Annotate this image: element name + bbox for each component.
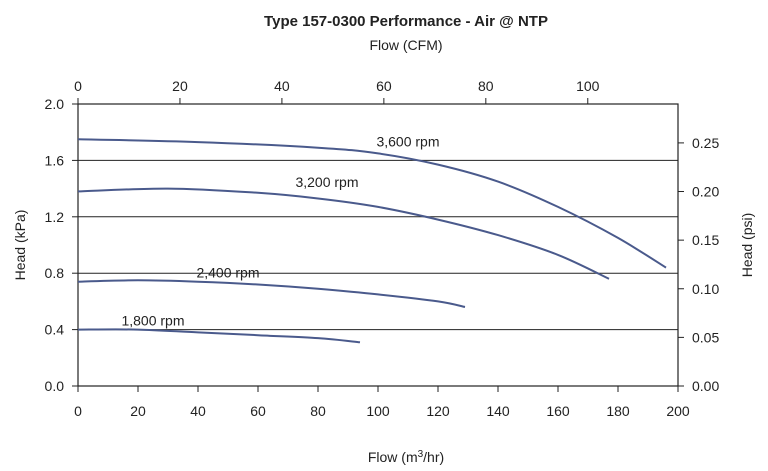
y-right-tick-label: 0.25 bbox=[692, 135, 719, 151]
x-bottom-tick-label: 20 bbox=[130, 403, 146, 419]
curve-label-2: 2,400 rpm bbox=[196, 264, 259, 280]
y-right-tick-label: 0.05 bbox=[692, 329, 719, 345]
y-left-tick-label: 1.6 bbox=[45, 152, 65, 168]
x-top-tick-label: 0 bbox=[74, 78, 82, 94]
x-bottom-tick-label: 0 bbox=[74, 403, 82, 419]
curve-label-0: 3,600 rpm bbox=[376, 133, 439, 149]
y-left-tick-label: 0.8 bbox=[45, 265, 65, 281]
x-label-main: Flow (m bbox=[368, 449, 418, 465]
y-left-tick-label: 1.2 bbox=[45, 209, 65, 225]
x-bottom-tick-label: 80 bbox=[310, 403, 326, 419]
y-left-tick-label: 0.0 bbox=[45, 378, 65, 394]
x-bottom-tick-label: 40 bbox=[190, 403, 206, 419]
curve-1 bbox=[77, 187, 610, 280]
x-bottom-tick-label: 160 bbox=[546, 403, 570, 419]
x-bottom-tick-label: 60 bbox=[250, 403, 266, 419]
x-top-axis-title: Flow (CFM) bbox=[369, 37, 442, 53]
x-top-tick-label: 20 bbox=[172, 78, 188, 94]
x-top-tick-label: 80 bbox=[478, 78, 494, 94]
y-left-tick-label: 0.4 bbox=[45, 322, 65, 338]
x-bottom-tick-label: 120 bbox=[426, 403, 450, 419]
x-label-sup: 3 bbox=[418, 449, 424, 460]
axis-ticks: 0 20 40 60 80 100 120 140 160 180 200 0 20 40 60 80 100 0… bbox=[45, 78, 720, 419]
gridlines bbox=[78, 159, 678, 331]
y-left-axis-title: Head (kPa) bbox=[12, 210, 28, 281]
curve-2 bbox=[77, 279, 466, 308]
curve-3 bbox=[77, 328, 361, 344]
y-right-tick-label: 0.10 bbox=[692, 281, 719, 297]
y-right-tick-label: 0.15 bbox=[692, 232, 719, 248]
x-label-end: /hr) bbox=[423, 449, 444, 465]
x-top-tick-label: 60 bbox=[376, 78, 392, 94]
y-right-tick-label: 0.20 bbox=[692, 184, 719, 200]
y-right-tick-label: 0.00 bbox=[692, 378, 719, 394]
y-right-axis-title: Head (psi) bbox=[739, 213, 755, 278]
x-bottom-tick-label: 200 bbox=[666, 403, 690, 419]
curve-label-1: 3,200 rpm bbox=[295, 174, 358, 190]
x-bottom-axis-title: Flow (m3/hr) bbox=[368, 449, 444, 465]
x-top-tick-label: 40 bbox=[274, 78, 290, 94]
curves bbox=[77, 138, 667, 344]
x-bottom-tick-label: 140 bbox=[486, 403, 510, 419]
chart-title: Type 157-0300 Performance - Air @ NTP bbox=[264, 13, 548, 30]
curve-0 bbox=[77, 138, 667, 269]
curve-labels: 3,600 rpm 3,200 rpm 2,400 rpm 1,800 rpm bbox=[121, 133, 439, 328]
y-left-tick-label: 2.0 bbox=[45, 96, 65, 112]
x-top-tick-label: 100 bbox=[576, 78, 600, 94]
x-bottom-tick-label: 100 bbox=[366, 403, 390, 419]
curve-label-3: 1,800 rpm bbox=[121, 312, 184, 328]
x-bottom-tick-label: 180 bbox=[606, 403, 630, 419]
